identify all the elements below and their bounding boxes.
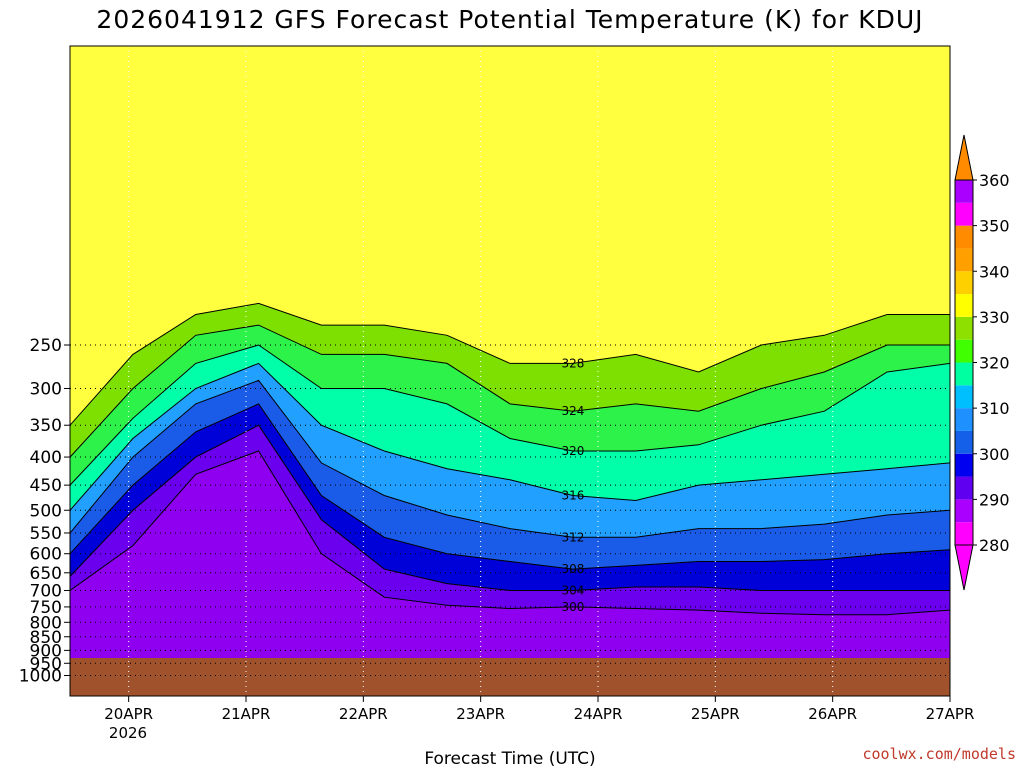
y-tick-label: 500 xyxy=(30,501,62,521)
colorbar-label: 290 xyxy=(979,490,1010,509)
colorbar-top-arrow-icon xyxy=(954,134,974,181)
isentrope-316 xyxy=(70,362,950,511)
x-tick-label: 20APR xyxy=(104,705,153,723)
x-tick-label: 26APR xyxy=(808,705,857,723)
x-axis-label: Forecast Time (UTC) xyxy=(424,749,595,768)
isentrope-320 xyxy=(70,344,950,486)
contour-label: 316 xyxy=(561,489,584,503)
isentrope-308 xyxy=(70,403,950,570)
credit-text: coolwx.com/models xyxy=(862,745,1016,763)
x-tick-label: 24APR xyxy=(574,705,623,723)
contour-label: 312 xyxy=(561,530,584,544)
contour-label: 300 xyxy=(561,600,584,614)
plot-area: 300 304 308 312 316 320 324 328 xyxy=(69,45,951,697)
y-tick-label: 550 xyxy=(30,524,62,544)
colorbar-label: 320 xyxy=(979,354,1010,373)
colorbar-label: 330 xyxy=(979,308,1010,327)
isentrope-324 xyxy=(70,324,950,458)
x-tick-label: 22APR xyxy=(339,705,388,723)
colorbar-label: 360 xyxy=(979,171,1010,190)
colorbar-label: 310 xyxy=(979,399,1010,418)
colorbar-swatch xyxy=(955,294,973,317)
contour-label: 304 xyxy=(561,584,584,598)
colorbar-swatch xyxy=(955,316,973,340)
colorbar-label: 340 xyxy=(979,262,1010,281)
contour-label: 324 xyxy=(561,404,584,418)
colorbar-swatch xyxy=(955,499,973,523)
colorbar-swatch xyxy=(955,271,973,295)
colorbar-bottom-arrow-icon xyxy=(954,544,974,591)
x-tick-label: 21APR xyxy=(222,705,271,723)
y-tick-label: 750 xyxy=(30,598,62,618)
y-axis: 2503003504004505005506006507007508008509… xyxy=(19,336,70,687)
colorbar-swatch xyxy=(955,339,973,363)
colorbar-swatch xyxy=(955,430,973,454)
colorbar-swatch xyxy=(955,476,973,500)
colorbar-swatch xyxy=(955,385,973,409)
colorbar-swatch xyxy=(955,522,973,545)
x-year-label: 2026 xyxy=(109,724,147,742)
y-tick-label: 1000 xyxy=(19,667,62,687)
isentrope-328 xyxy=(70,302,950,426)
y-tick-label: 800 xyxy=(30,613,62,633)
contour-label: 328 xyxy=(561,356,584,370)
colorbar-swatch xyxy=(955,225,973,249)
colorbar: 280 290 300 310 320 330 340 350 360 xyxy=(954,134,1010,591)
y-tick-label: 300 xyxy=(30,379,62,399)
colorbar-swatch xyxy=(955,362,973,386)
plot-frame xyxy=(69,45,951,697)
colorbar-swatch xyxy=(955,202,973,226)
colorbar-swatch xyxy=(955,248,973,272)
isentrope-312 xyxy=(70,379,950,538)
y-tick-label: 600 xyxy=(30,545,62,565)
band-fill-328 xyxy=(70,46,950,426)
contour-label: 320 xyxy=(561,444,584,458)
y-tick-label: 950 xyxy=(30,654,62,674)
colorbar-swatch xyxy=(955,453,973,477)
colorbar-label: 350 xyxy=(979,217,1010,236)
y-tick-label: 900 xyxy=(30,641,62,661)
x-tick-label: 27APR xyxy=(926,705,975,723)
y-tick-label: 650 xyxy=(30,564,62,584)
x-tick-label: 25APR xyxy=(691,705,740,723)
x-tick-label: 23APR xyxy=(456,705,505,723)
chart-title: 2026041912 GFS Forecast Potential Temper… xyxy=(96,5,923,34)
isentrope-300 xyxy=(70,450,950,616)
y-tick-label: 700 xyxy=(30,581,62,601)
y-tick-label: 450 xyxy=(30,476,62,496)
y-tick-label: 400 xyxy=(30,448,62,468)
colorbar-swatch xyxy=(955,408,973,431)
colorbar-swatch xyxy=(955,180,973,203)
y-tick-label: 250 xyxy=(30,336,62,356)
colorbar-label: 300 xyxy=(979,445,1010,464)
contour-label: 308 xyxy=(561,562,584,576)
x-axis: 20APR 21APR 22APR 23APR 24APR 25APR 26APR 27APR xyxy=(104,696,974,723)
y-tick-label: 850 xyxy=(30,628,62,648)
ground-terrain xyxy=(70,658,950,696)
y-tick-label: 350 xyxy=(30,416,62,436)
colorbar-label: 280 xyxy=(979,536,1010,555)
